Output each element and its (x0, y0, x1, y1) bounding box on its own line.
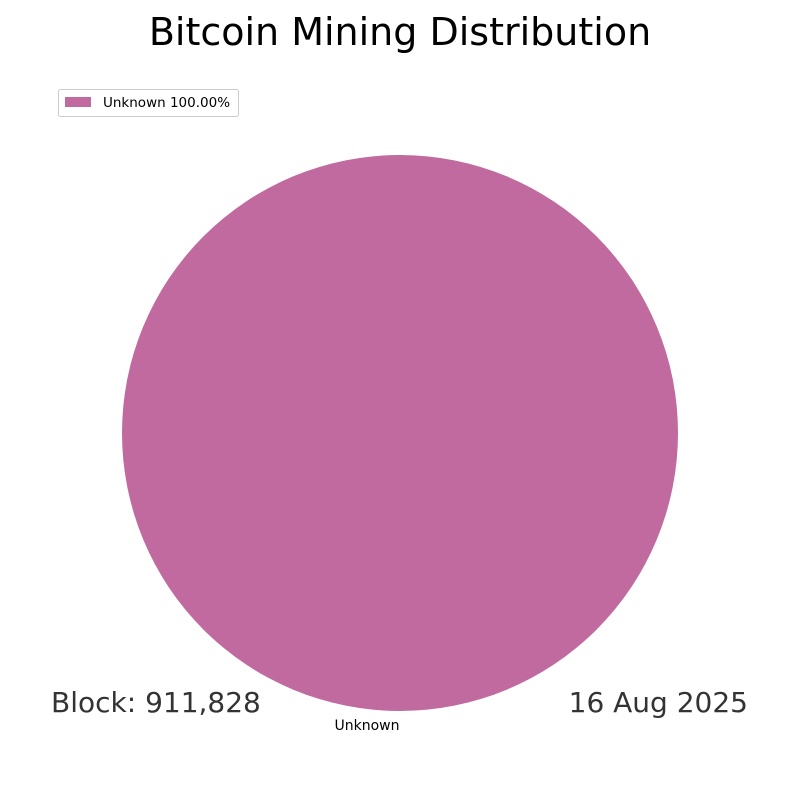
legend-swatch (65, 97, 91, 107)
legend-label: Unknown 100.00% (103, 95, 230, 111)
legend-frame (58, 89, 239, 117)
legend-entries: Unknown 100.00% (65, 95, 230, 111)
date-label: 16 Aug 2025 (569, 686, 748, 719)
legend: Unknown 100.00% (58, 89, 239, 117)
pie-slices (122, 155, 678, 711)
pie-slice-labels: Unknown (335, 718, 400, 734)
pie-slice-label: Unknown (335, 718, 400, 734)
chart-title: Bitcoin Mining Distribution (149, 10, 651, 54)
block-height-label: Block: 911,828 (51, 686, 261, 719)
pie-slice-unknown (122, 155, 678, 711)
